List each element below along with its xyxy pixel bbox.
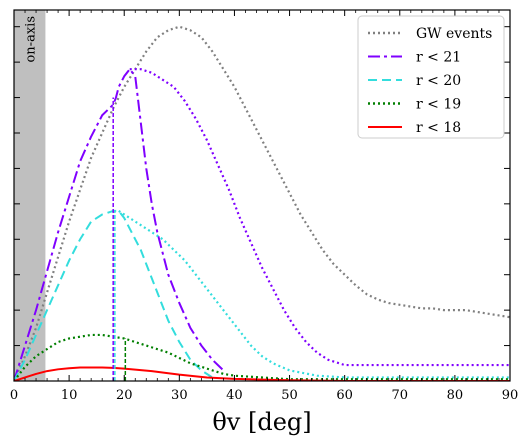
x-tick-label-1: 10 <box>61 388 78 403</box>
x-tick-label-5: 50 <box>281 388 298 403</box>
series-line-4 <box>118 210 510 379</box>
x-tick-label-6: 60 <box>336 388 353 403</box>
on-axis-label: on-axis <box>24 16 39 63</box>
x-tick-label-2: 20 <box>116 388 133 403</box>
x-tick-label-7: 70 <box>392 388 409 403</box>
series-line-5 <box>14 333 510 381</box>
series-line-6 <box>14 366 510 381</box>
on-axis-shaded-region <box>14 10 46 381</box>
series-line-2 <box>129 68 510 367</box>
legend-label-0: GW events <box>416 26 492 42</box>
legend-label-4: r < 18 <box>416 120 461 136</box>
legend-box <box>357 15 505 139</box>
plot-area: on-axis <box>14 10 510 381</box>
legend-label-2: r < 20 <box>416 73 461 89</box>
series-line-3 <box>14 209 213 381</box>
legend: GW events r < 21 r < 20 r < 19 r < 18 <box>357 15 505 139</box>
x-tick-label-3: 30 <box>171 388 188 403</box>
x-axis-label: θv [deg] <box>212 408 311 436</box>
legend-label-3: r < 19 <box>416 97 461 113</box>
series-line-1 <box>14 68 225 381</box>
x-tick-label-0: 0 <box>10 388 18 403</box>
plot-frame <box>13 9 511 382</box>
x-tick-label-8: 80 <box>447 388 464 403</box>
x-tick-label-9: 90 <box>502 388 519 403</box>
axes: 0 10 20 30 40 50 60 70 80 90 θv [deg] <box>10 9 519 436</box>
x-tick-label-4: 40 <box>226 388 243 403</box>
legend-label-1: r < 21 <box>416 50 461 66</box>
